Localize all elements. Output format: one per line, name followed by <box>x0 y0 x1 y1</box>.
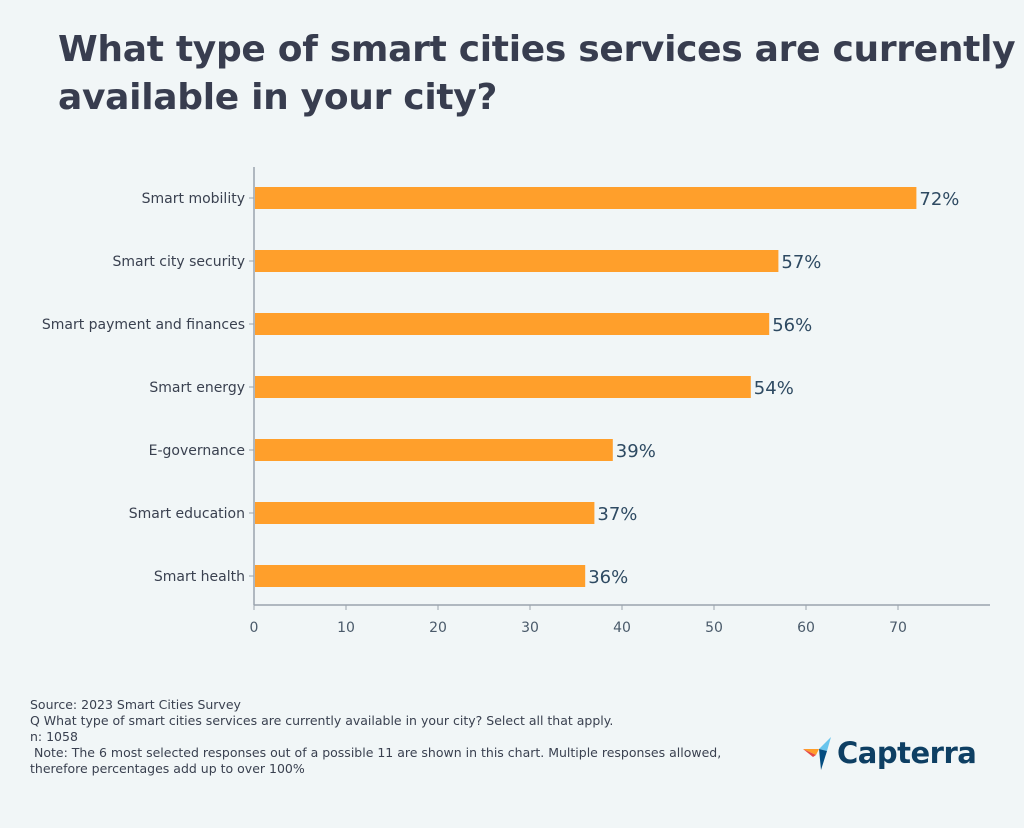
category-label: Smart health <box>154 569 245 585</box>
data-label: 37% <box>597 504 637 525</box>
x-tick-label: 60 <box>797 620 815 636</box>
x-tick-label: 20 <box>429 620 447 636</box>
bar <box>255 250 779 272</box>
note-text: Note: The 6 most selected responses out … <box>30 745 722 760</box>
footer-notes: Source: 2023 Smart Cities Survey Q What … <box>30 697 721 777</box>
bar <box>255 313 770 335</box>
bar <box>255 565 586 587</box>
chart-title: What type of smart cities services are c… <box>58 29 1016 118</box>
data-label: 72% <box>919 189 959 210</box>
bar <box>255 187 917 209</box>
x-tick-label: 40 <box>613 620 631 636</box>
data-label: 56% <box>772 315 812 336</box>
bar-chart: 0 10 20 30 40 50 60 70 Smart mobility 72% Smart ci… <box>42 167 990 636</box>
capterra-logo-icon <box>803 737 831 770</box>
bar <box>255 376 751 398</box>
sample-size: n: 1058 <box>30 729 78 744</box>
category-label: Smart energy <box>149 380 245 396</box>
category-label: E-governance <box>149 443 245 459</box>
x-tick-label: 0 <box>250 620 259 636</box>
x-tick-label: 70 <box>889 620 907 636</box>
data-label: 54% <box>754 378 794 399</box>
question-text: Q What type of smart cities services are… <box>30 713 614 728</box>
data-label: 39% <box>616 441 656 462</box>
bar <box>255 439 613 461</box>
bar <box>255 502 595 524</box>
x-tick-label: 50 <box>705 620 723 636</box>
source-text: Source: 2023 Smart Cities Survey <box>30 697 241 712</box>
data-label: 57% <box>781 252 821 273</box>
capterra-logo: Capterra <box>803 735 977 771</box>
x-tick-label: 30 <box>521 620 539 636</box>
capterra-logo-text: Capterra <box>837 736 977 770</box>
note-text-2: therefore percentages add up to over 100… <box>30 761 305 776</box>
data-label: 36% <box>588 567 628 588</box>
category-label: Smart payment and finances <box>42 317 245 333</box>
category-label: Smart city security <box>112 254 245 270</box>
x-tick-label: 10 <box>337 620 355 636</box>
category-label: Smart education <box>129 506 245 522</box>
category-label: Smart mobility <box>142 191 245 207</box>
